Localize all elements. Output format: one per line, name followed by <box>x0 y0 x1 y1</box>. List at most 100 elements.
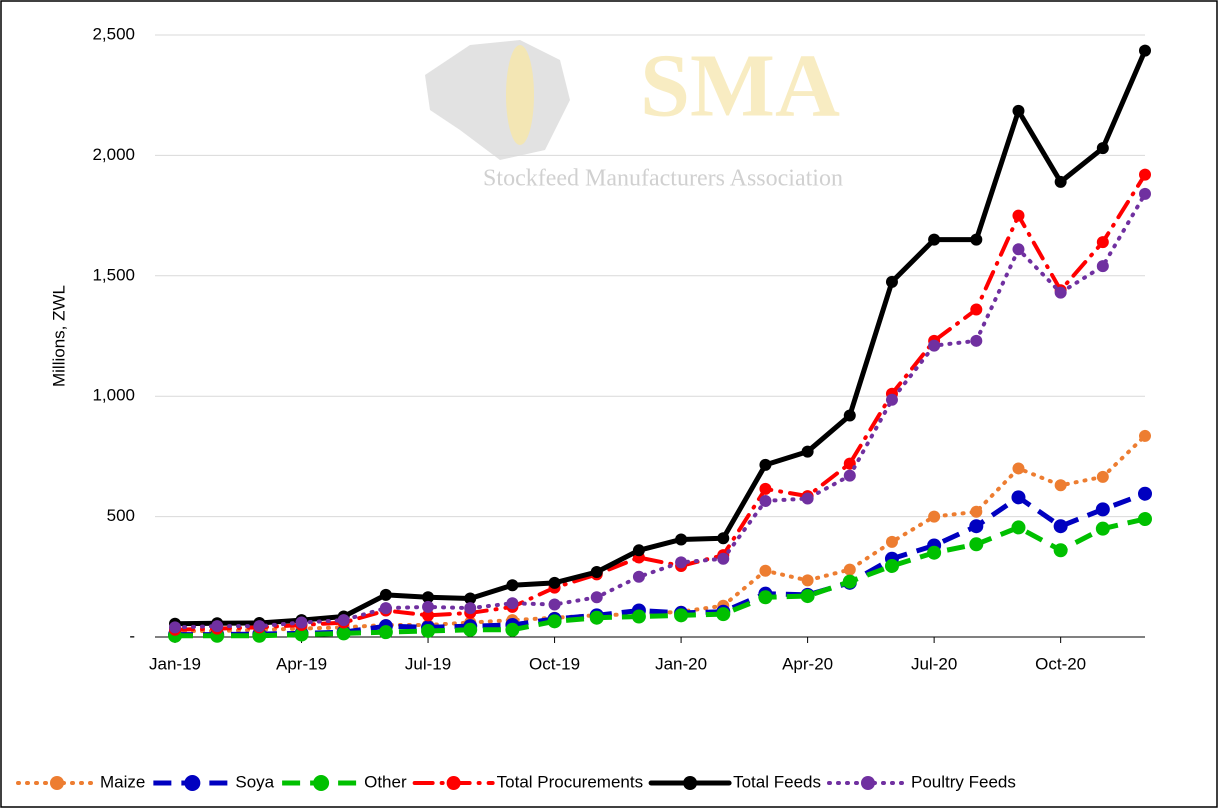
data-point <box>1139 187 1151 200</box>
data-point <box>970 505 983 518</box>
data-point <box>378 625 393 640</box>
data-point <box>1138 512 1152 527</box>
data-point <box>716 607 731 622</box>
data-point <box>801 574 814 587</box>
data-point <box>1054 286 1067 299</box>
data-point <box>253 620 266 633</box>
data-point <box>843 409 856 422</box>
data-point <box>548 576 561 589</box>
data-point <box>505 622 520 637</box>
data-point <box>675 533 688 546</box>
data-point <box>717 552 730 565</box>
legend-label: Other <box>364 772 407 791</box>
data-point <box>1095 502 1110 517</box>
series-line <box>173 191 1147 630</box>
data-point <box>1096 142 1109 155</box>
x-tick-label: Jul-20 <box>911 654 957 673</box>
data-point <box>464 592 477 605</box>
legend-marker <box>184 775 201 791</box>
data-point <box>506 579 519 592</box>
data-point <box>1096 236 1109 249</box>
data-point <box>422 609 435 622</box>
y-tick-label: 1,000 <box>92 386 135 405</box>
data-point <box>843 469 856 482</box>
data-point <box>422 600 435 613</box>
data-point <box>295 616 308 629</box>
data-point <box>758 590 773 605</box>
data-point <box>1054 175 1067 188</box>
legend-marker <box>683 776 698 790</box>
series <box>168 512 1152 643</box>
data-point <box>969 537 984 552</box>
series <box>169 44 1151 630</box>
data-point <box>759 482 772 495</box>
data-point <box>970 334 983 347</box>
data-point <box>590 565 603 578</box>
data-point <box>1012 462 1025 475</box>
data-point <box>548 598 561 611</box>
legend-label: Maize <box>100 772 145 791</box>
data-point <box>970 303 983 316</box>
data-point <box>337 614 350 627</box>
x-tick-label: Apr-19 <box>276 654 327 673</box>
data-point <box>632 570 645 583</box>
data-point <box>547 614 562 629</box>
data-point <box>885 275 898 288</box>
data-point <box>1011 520 1026 535</box>
data-point <box>1012 243 1025 256</box>
watermark-subtitle: Stockfeed Manufacturers Association <box>483 166 843 192</box>
x-tick-label: Apr-20 <box>782 654 833 673</box>
data-point <box>506 597 519 610</box>
data-point <box>1096 260 1109 273</box>
series <box>169 187 1151 634</box>
y-axis-label: Millions, ZWL <box>49 285 68 387</box>
data-point <box>801 445 814 458</box>
data-point <box>717 532 730 545</box>
legend-label: Total Feeds <box>733 772 821 791</box>
data-point <box>464 602 477 615</box>
data-point <box>843 563 856 576</box>
series-line <box>172 48 1148 627</box>
legend-marker <box>860 776 875 790</box>
data-point <box>1012 209 1025 222</box>
legend-marker <box>446 776 461 790</box>
series-line <box>175 516 1146 639</box>
map-icon <box>425 40 570 160</box>
series-line <box>175 491 1146 638</box>
data-point <box>927 545 942 560</box>
series-line <box>173 172 1147 632</box>
legend-marker <box>50 776 64 790</box>
data-point <box>884 558 899 573</box>
data-point <box>379 588 392 601</box>
data-point <box>1012 104 1025 117</box>
data-point <box>1138 486 1152 501</box>
x-tick-label: Oct-20 <box>1035 654 1086 673</box>
x-tick-label: Jan-20 <box>655 654 707 673</box>
maize-icon <box>506 45 534 145</box>
data-point <box>970 233 983 246</box>
data-point <box>379 602 392 615</box>
data-point <box>1139 168 1151 181</box>
x-tick-label: Jul-19 <box>405 654 451 673</box>
x-tick-label: Oct-19 <box>529 654 580 673</box>
data-point <box>842 574 857 589</box>
data-point <box>1011 490 1026 505</box>
data-point <box>632 544 645 557</box>
data-point <box>252 628 267 643</box>
data-point <box>1096 470 1109 483</box>
data-point <box>801 492 814 505</box>
data-point <box>885 535 898 548</box>
data-point <box>336 626 351 641</box>
data-point <box>1095 521 1110 536</box>
data-point <box>1054 479 1067 492</box>
legend-label: Total Procurements <box>497 772 643 791</box>
data-point <box>675 556 688 569</box>
data-point <box>1139 429 1151 442</box>
data-point <box>211 620 224 633</box>
y-tick-label: - <box>129 626 135 645</box>
legend-label: Poultry Feeds <box>911 772 1016 791</box>
x-tick-label: Jan-19 <box>149 654 201 673</box>
data-point <box>800 589 815 604</box>
data-point <box>885 393 898 406</box>
